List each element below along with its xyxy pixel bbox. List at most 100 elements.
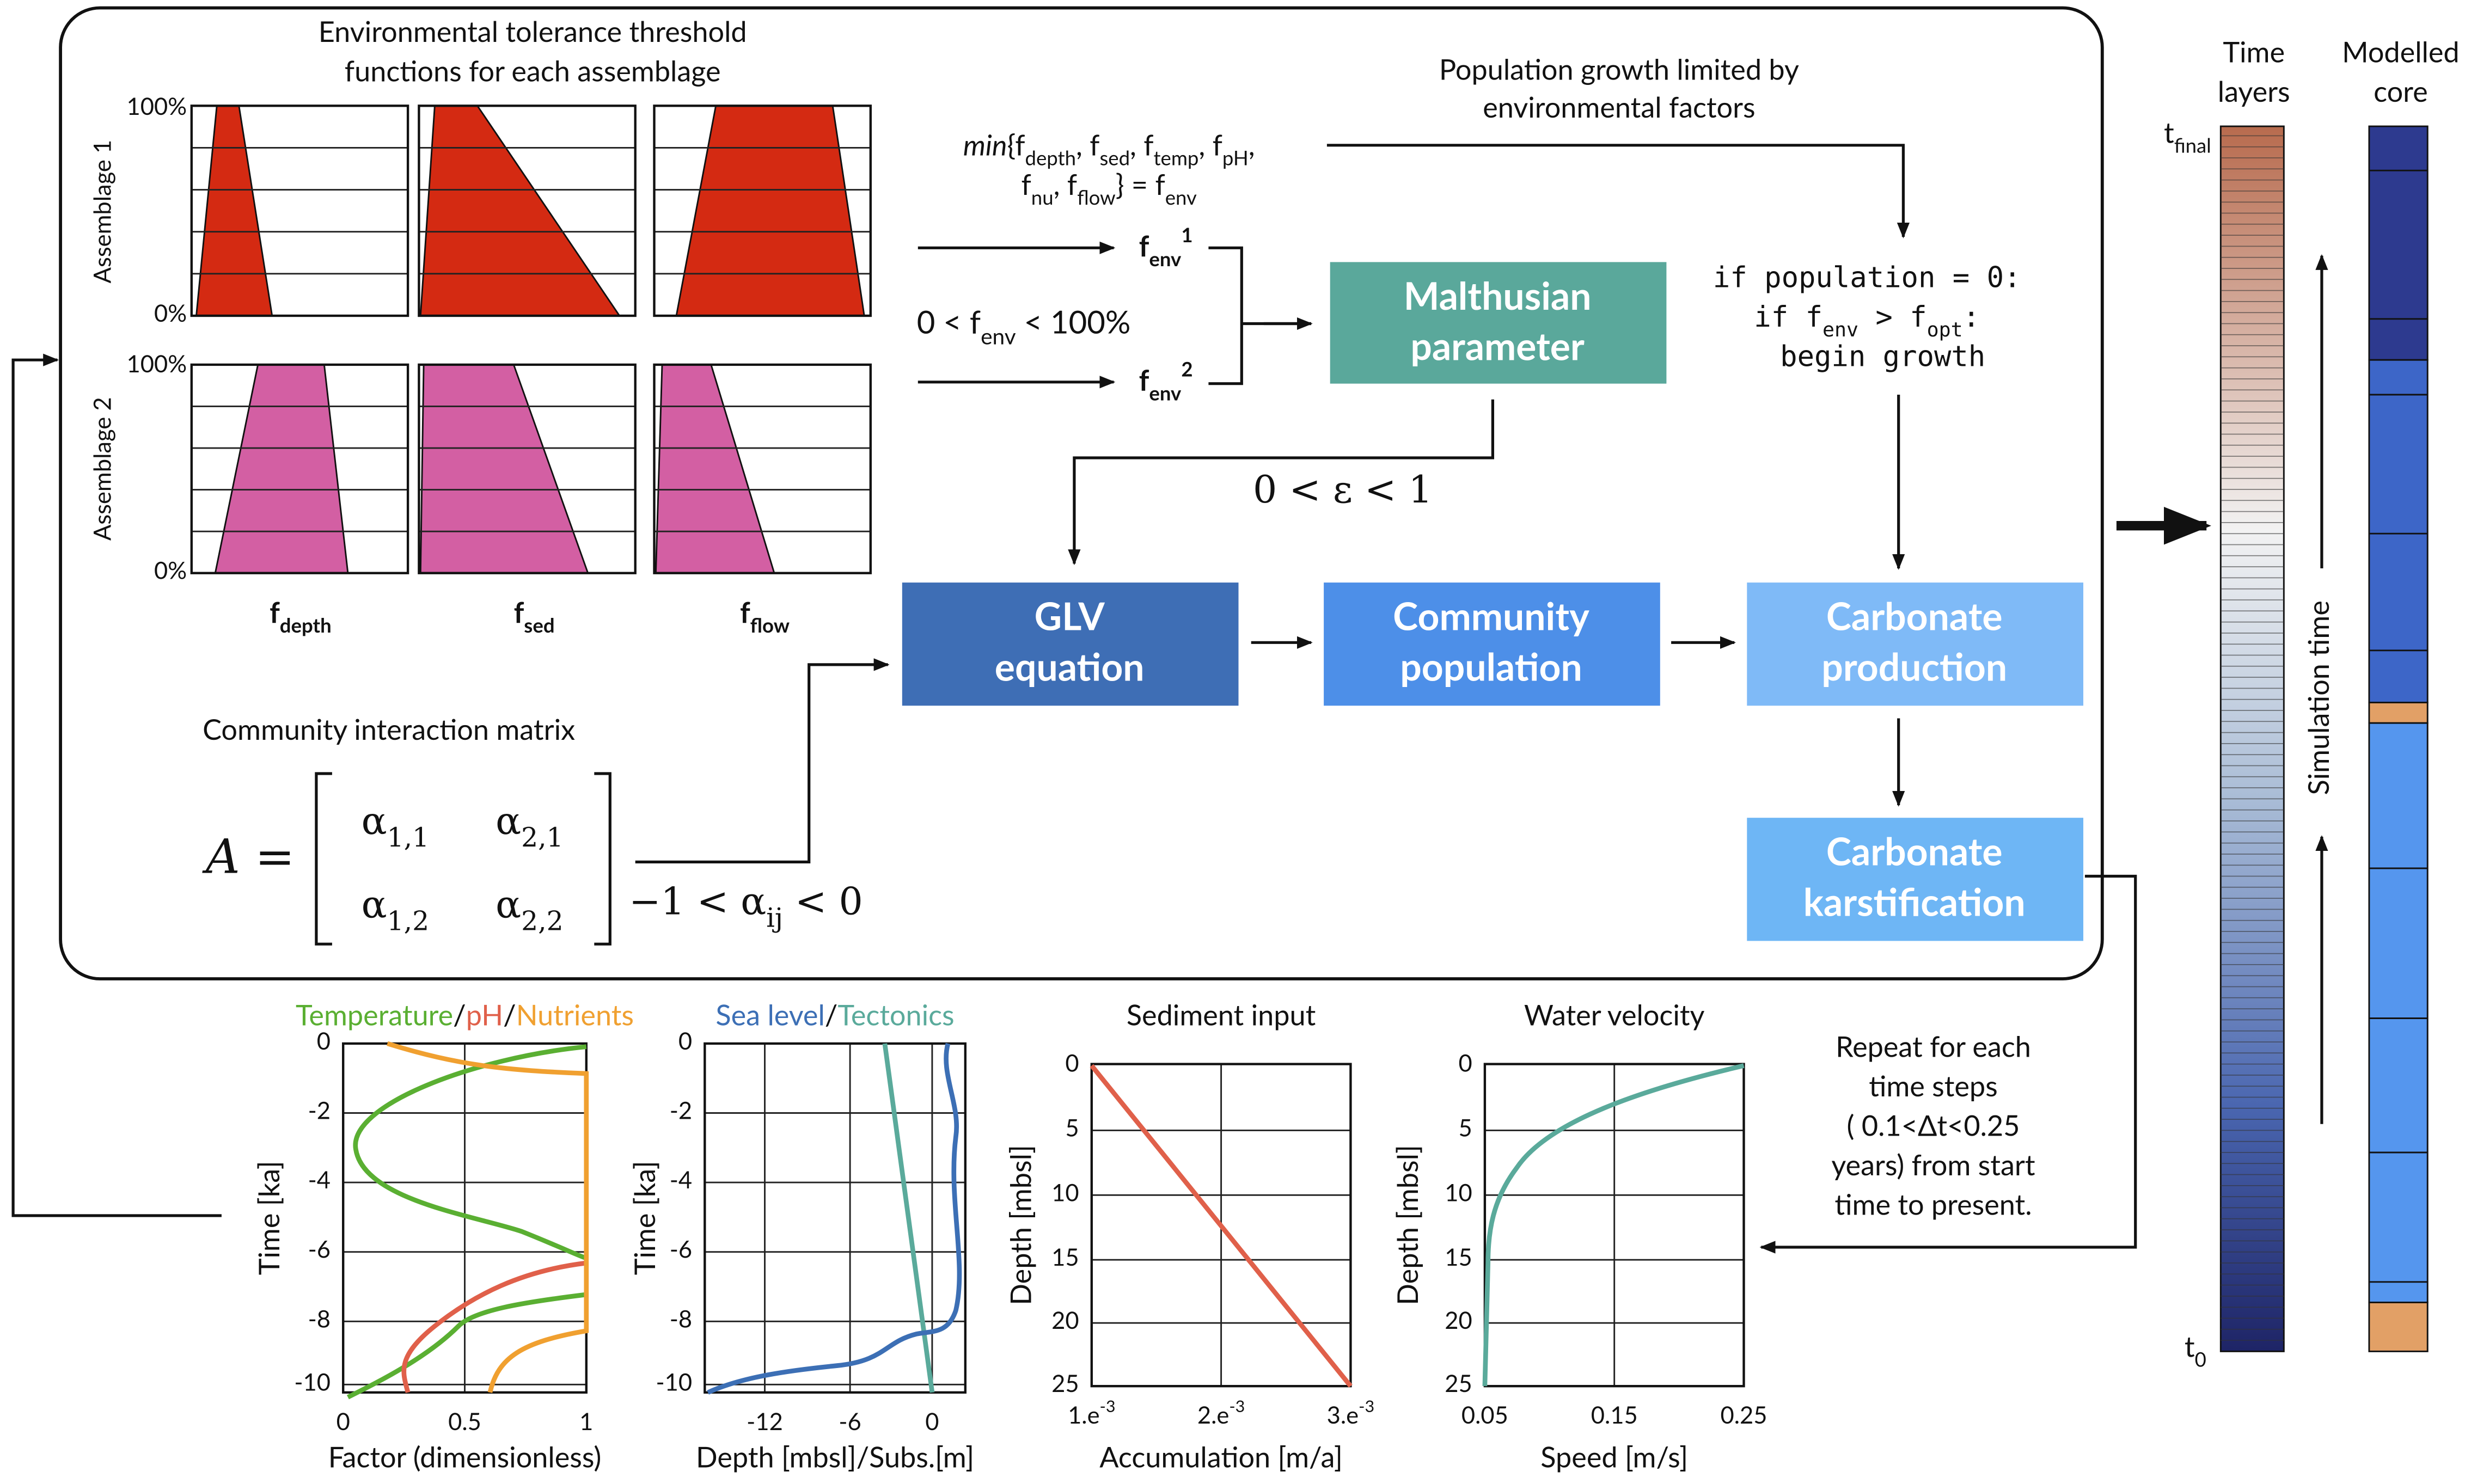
x-tick-label: 1 (579, 1407, 593, 1436)
text-part: , f (1054, 167, 1078, 201)
main-frame (59, 6, 2104, 980)
text-part: , f (1130, 128, 1154, 162)
y-tick-label: -6 (670, 1235, 692, 1264)
text-part: / (503, 998, 516, 1032)
text-part: final (2174, 133, 2211, 157)
y-tick-label: -8 (670, 1304, 692, 1333)
text-part: env (1165, 185, 1197, 209)
text-part: : (1963, 301, 1980, 334)
column-title: core (2374, 74, 2428, 108)
matrix-bracket (315, 772, 611, 946)
y-label: 0% (154, 299, 187, 327)
column-title: Modelled (2342, 35, 2459, 69)
text-part: 2,1 (521, 822, 563, 853)
text-part: f (1139, 363, 1149, 397)
box-label: GLV (1035, 593, 1105, 639)
text-part: Temperature (296, 998, 453, 1032)
text-part: 0 < f (917, 303, 981, 340)
x-tick-label: 0.5 (448, 1407, 481, 1436)
y-tick-label: 25 (1051, 1369, 1079, 1397)
time-layers (2219, 125, 2285, 1352)
text-part: if population = 0: (1713, 261, 2021, 294)
box-label: Malthusian (1404, 272, 1592, 318)
text-part: Water velocity (1524, 998, 1705, 1032)
repeat-text: Repeat for each (1836, 1029, 2031, 1064)
plot-frame (190, 105, 409, 317)
text-part: < 100% (1016, 303, 1131, 340)
text-part: -3 (1100, 1396, 1116, 1416)
box-label: equation (995, 643, 1145, 689)
text-part: f (514, 595, 524, 629)
y-tick-label: -10 (656, 1368, 692, 1396)
karst-box (1747, 818, 2083, 941)
assemblage-label: Assemblage 1 (88, 140, 116, 284)
x-axis-label: Depth [mbsl]/Subs.[m] (696, 1440, 974, 1474)
malthusian-box (1330, 262, 1667, 384)
matrix-entry: α2,2 (496, 882, 563, 936)
y-tick-label: 15 (1445, 1243, 1472, 1271)
y-tick-label: -8 (308, 1304, 331, 1333)
repeat-text: time to present. (1834, 1187, 2032, 1222)
text-part: t (2185, 1329, 2195, 1364)
x-tick-label: 3.e-3 (1327, 1396, 1374, 1429)
modelled-core (2368, 125, 2429, 1352)
text-part: if f (1754, 301, 1822, 334)
x-axis-label: Accumulation [m/a] (1099, 1440, 1343, 1474)
text-part: {f (1007, 128, 1025, 162)
repeat-text: ( 0.1<Δt<0.25 (1847, 1108, 2020, 1143)
y-tick-label: -4 (308, 1166, 331, 1194)
text-part: depth (280, 613, 332, 637)
plot-frame (1090, 1063, 1352, 1388)
box-label: population (1400, 643, 1582, 689)
box-label: Carbonate (1826, 828, 2003, 874)
column-title: Time (2223, 35, 2285, 69)
production-box (1747, 582, 2083, 706)
matrix-lhs: A = (202, 829, 295, 884)
plot-frame (653, 363, 872, 574)
text-part: env (1822, 318, 1858, 341)
text-part: , f (1198, 128, 1222, 162)
community-box (1324, 582, 1660, 706)
box-label: karstification (1803, 878, 2026, 924)
column-title: layers (2218, 74, 2290, 108)
range: 0 < fenv < 100% (917, 303, 1131, 349)
repeat-text: years) from start (1831, 1148, 2035, 1182)
plot-frame (190, 363, 409, 574)
x-axis-label: Speed [m/s] (1540, 1440, 1688, 1474)
text-part: depth (1025, 146, 1075, 170)
text-part: α (496, 799, 521, 843)
text-part: f (270, 595, 280, 629)
matrix-title: Community interaction matrix (203, 712, 575, 746)
plot-title: Sediment input (1127, 998, 1316, 1032)
text-part: 2.e (1197, 1401, 1229, 1429)
x-tick-label: -12 (747, 1407, 783, 1436)
text-part: -3 (1359, 1396, 1374, 1416)
simulation-time: Simulation time (2301, 600, 2335, 795)
text-part: } = f (1116, 167, 1165, 201)
y-axis-label: Depth [mbsl] (1390, 1145, 1424, 1305)
text-part: temp (1154, 146, 1199, 170)
text-part: flow (750, 613, 790, 637)
code-line: if fenv > fopt: (1754, 301, 1980, 341)
y-axis-label: Depth [mbsl] (1003, 1145, 1037, 1305)
text-part: 1,1 (387, 822, 429, 853)
text-part: opt (1927, 318, 1963, 341)
box-label: Community (1393, 593, 1589, 639)
x-tick-label: 0.15 (1591, 1401, 1638, 1429)
plot-frame (1483, 1063, 1745, 1388)
text-part: 2 (1181, 357, 1192, 381)
text-part: 3.e (1327, 1401, 1359, 1429)
text-part: t (2164, 115, 2174, 150)
plot-frame (653, 105, 872, 317)
plot-curves (346, 1041, 1745, 1400)
text-part: min (963, 128, 1007, 162)
plot-frame (418, 105, 637, 317)
y-tick-label: -4 (670, 1166, 692, 1194)
y-tick-label: -2 (308, 1096, 331, 1125)
plot-title: Water velocity (1524, 998, 1705, 1032)
note: Population growth limited by (1439, 52, 1799, 87)
box-label: parameter (1410, 323, 1585, 369)
y-label: 100% (127, 92, 187, 120)
